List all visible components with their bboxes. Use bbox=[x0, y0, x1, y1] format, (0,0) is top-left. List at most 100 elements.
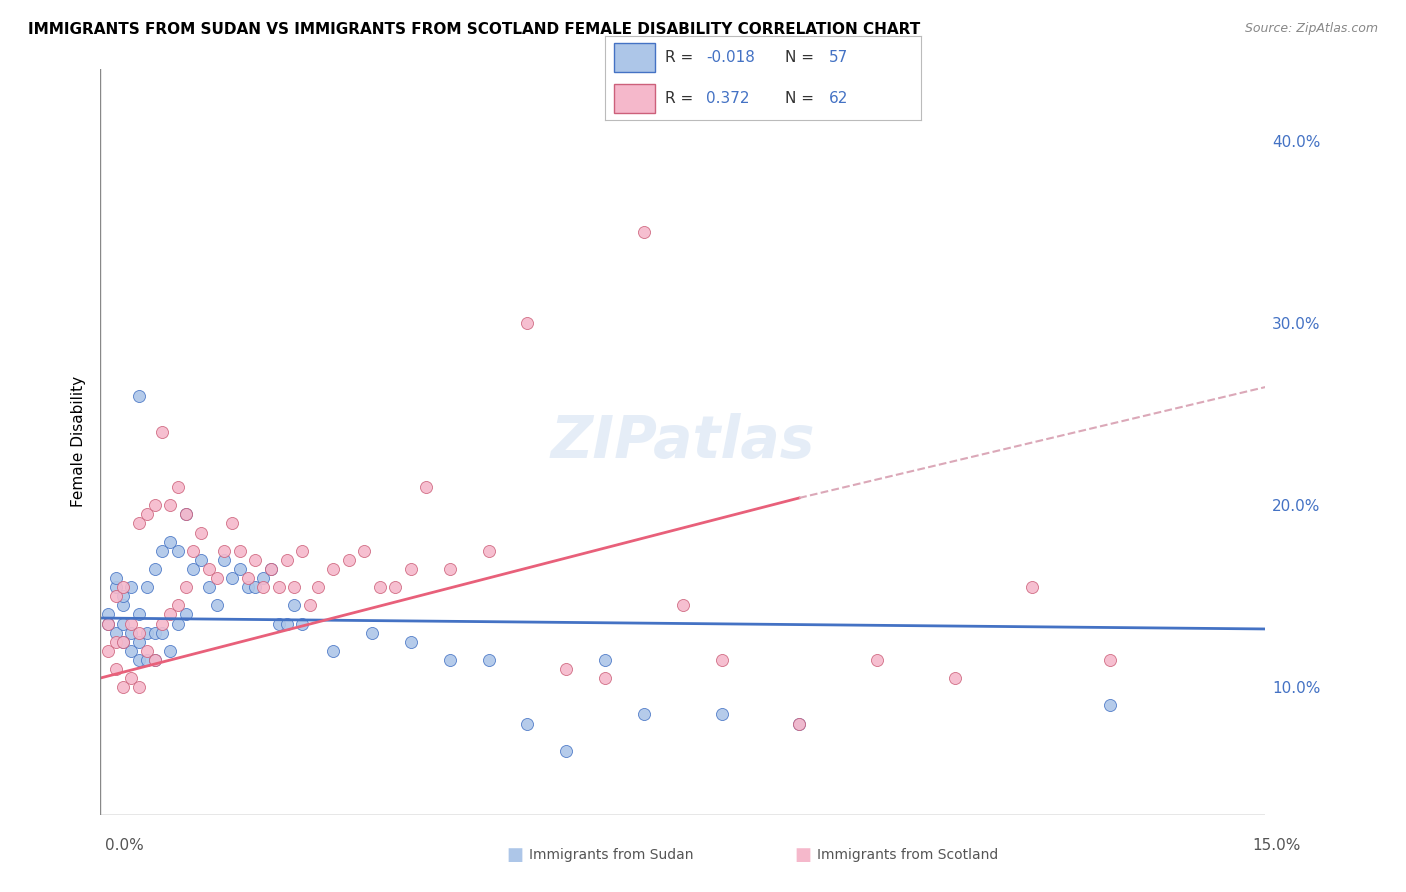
Point bbox=[214, 543, 236, 558]
Point bbox=[112, 616, 135, 631]
Text: IMMIGRANTS FROM SUDAN VS IMMIGRANTS FROM SCOTLAND FEMALE DISABILITY CORRELATION : IMMIGRANTS FROM SUDAN VS IMMIGRANTS FROM… bbox=[28, 22, 921, 37]
Point bbox=[672, 599, 695, 613]
Point bbox=[135, 625, 157, 640]
Point bbox=[555, 744, 578, 758]
Text: 15.0%: 15.0% bbox=[1253, 838, 1301, 853]
Point bbox=[322, 562, 344, 576]
Text: Source: ZipAtlas.com: Source: ZipAtlas.com bbox=[1244, 22, 1378, 36]
Point bbox=[322, 644, 344, 658]
Point bbox=[516, 716, 538, 731]
Text: N =: N = bbox=[785, 91, 818, 106]
Point bbox=[477, 653, 499, 667]
Point bbox=[555, 662, 578, 676]
Point bbox=[150, 616, 173, 631]
Point bbox=[245, 580, 267, 594]
Point bbox=[307, 580, 329, 594]
Point bbox=[291, 543, 314, 558]
Point bbox=[267, 580, 290, 594]
Text: ■: ■ bbox=[506, 846, 523, 863]
Point bbox=[1098, 698, 1121, 713]
Point bbox=[120, 644, 142, 658]
Point bbox=[128, 653, 150, 667]
Point bbox=[166, 543, 188, 558]
Point bbox=[120, 616, 142, 631]
Point bbox=[283, 580, 305, 594]
Point bbox=[135, 580, 157, 594]
Point bbox=[128, 634, 150, 648]
Point bbox=[384, 580, 406, 594]
Point bbox=[120, 671, 142, 685]
Point bbox=[787, 716, 810, 731]
Point bbox=[143, 498, 166, 512]
Point bbox=[267, 616, 290, 631]
Point bbox=[1098, 653, 1121, 667]
FancyBboxPatch shape bbox=[614, 44, 655, 72]
Point bbox=[353, 543, 375, 558]
Point bbox=[97, 616, 120, 631]
Point bbox=[593, 671, 616, 685]
Point bbox=[97, 607, 120, 622]
Point bbox=[593, 653, 616, 667]
Point bbox=[128, 625, 150, 640]
Point bbox=[229, 562, 252, 576]
Point bbox=[633, 707, 655, 722]
Text: 0.372: 0.372 bbox=[706, 91, 749, 106]
Point bbox=[399, 562, 422, 576]
Point bbox=[104, 625, 127, 640]
Point bbox=[135, 653, 157, 667]
Point bbox=[174, 607, 197, 622]
Point bbox=[205, 599, 228, 613]
Point bbox=[128, 389, 150, 403]
Point bbox=[516, 316, 538, 330]
Point bbox=[291, 616, 314, 631]
Point bbox=[236, 571, 259, 585]
Point bbox=[112, 599, 135, 613]
Text: R =: R = bbox=[665, 91, 697, 106]
Text: 57: 57 bbox=[830, 50, 848, 65]
Point bbox=[128, 607, 150, 622]
Point bbox=[112, 634, 135, 648]
Point bbox=[174, 580, 197, 594]
Point bbox=[112, 589, 135, 603]
Text: N =: N = bbox=[785, 50, 818, 65]
Point bbox=[229, 543, 252, 558]
Point bbox=[166, 480, 188, 494]
Point bbox=[174, 508, 197, 522]
Point bbox=[104, 589, 127, 603]
Point bbox=[710, 707, 733, 722]
Point bbox=[183, 543, 205, 558]
Point bbox=[298, 599, 321, 613]
Point bbox=[120, 580, 142, 594]
Point bbox=[866, 653, 889, 667]
Point bbox=[143, 653, 166, 667]
Point bbox=[183, 562, 205, 576]
Point bbox=[143, 562, 166, 576]
Point bbox=[128, 516, 150, 531]
Point bbox=[477, 543, 499, 558]
Point bbox=[787, 716, 810, 731]
Point bbox=[97, 616, 120, 631]
Point bbox=[135, 508, 157, 522]
Point bbox=[245, 553, 267, 567]
Point bbox=[260, 562, 283, 576]
Point bbox=[260, 562, 283, 576]
Point bbox=[166, 599, 188, 613]
Point bbox=[159, 644, 181, 658]
Point bbox=[439, 562, 461, 576]
Text: Immigrants from Scotland: Immigrants from Scotland bbox=[817, 847, 998, 862]
Point bbox=[104, 580, 127, 594]
Point bbox=[415, 480, 437, 494]
Point bbox=[112, 580, 135, 594]
Text: Immigrants from Sudan: Immigrants from Sudan bbox=[529, 847, 693, 862]
Point bbox=[159, 498, 181, 512]
Point bbox=[252, 580, 274, 594]
Point bbox=[104, 634, 127, 648]
Point bbox=[150, 543, 173, 558]
Point bbox=[143, 653, 166, 667]
Point bbox=[361, 625, 384, 640]
Point bbox=[283, 599, 305, 613]
Point bbox=[439, 653, 461, 667]
FancyBboxPatch shape bbox=[614, 84, 655, 112]
Point bbox=[150, 625, 173, 640]
Point bbox=[399, 634, 422, 648]
